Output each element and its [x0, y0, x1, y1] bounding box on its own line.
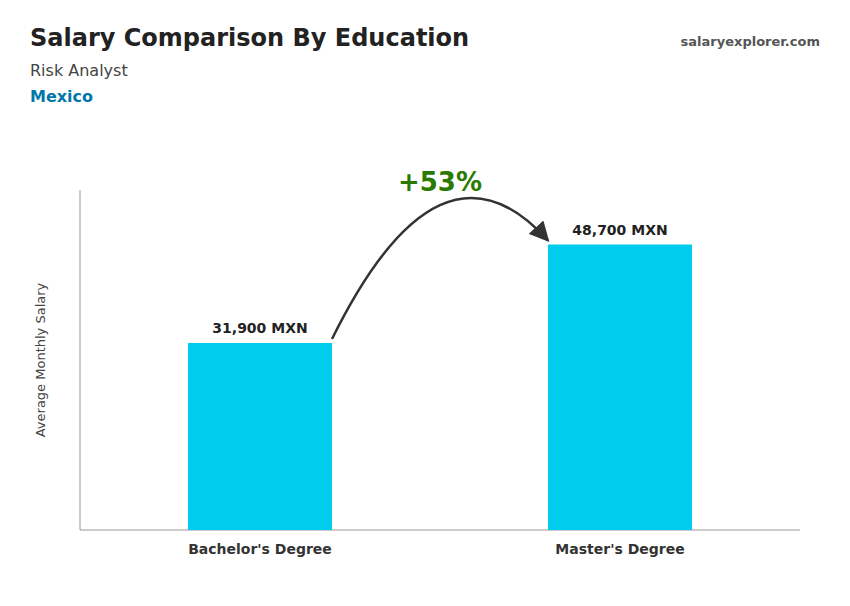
- category-label: Master's Degree: [555, 541, 684, 557]
- website: salaryexplorer.com: [681, 34, 820, 49]
- bar: [548, 245, 692, 530]
- title: Salary Comparison By Education: [30, 24, 469, 52]
- chart-container: Salary Comparison By Education Risk Analy…: [0, 0, 850, 606]
- category-label: Bachelor's Degree: [188, 541, 332, 557]
- bar: [188, 343, 332, 530]
- data-label: 31,900 MXN: [212, 320, 307, 336]
- change-arrow: [332, 198, 548, 339]
- data-label: 48,700 MXN: [572, 222, 667, 238]
- y-axis-line: [80, 190, 81, 530]
- y-axis-label: Average Monthly Salary: [33, 282, 48, 437]
- change-label: +53%: [398, 167, 482, 197]
- bars: [188, 245, 692, 530]
- chart: Salary Comparison By Education Risk Analy…: [0, 0, 850, 606]
- country: Mexico: [30, 87, 93, 106]
- subtitle: Risk Analyst: [30, 61, 128, 80]
